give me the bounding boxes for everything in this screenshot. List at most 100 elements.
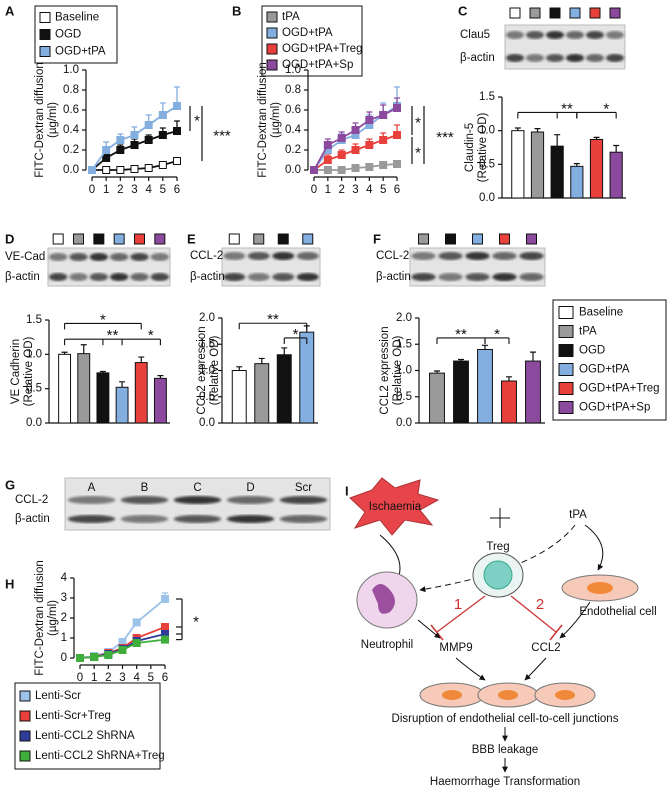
blot-band [296, 273, 319, 281]
pathway-number: 2 [536, 596, 544, 613]
y-axis-label: FITC-Dextran diffusion [257, 62, 269, 177]
diagram: I Ischaemia tPA Treg Neutrophil Endothel… [345, 477, 657, 788]
panel-letter: I [345, 483, 349, 498]
legend-label: OGD+tPA+Sp [282, 59, 353, 71]
error-bar [236, 366, 243, 371]
y-tick-label: 0.8 [63, 84, 79, 96]
blot-band [519, 273, 544, 281]
x-tick-label: 3 [119, 672, 125, 684]
legend-label: OGD [579, 345, 605, 357]
marker [173, 102, 181, 110]
bar [477, 349, 493, 424]
significance-label: * [293, 326, 299, 343]
blot-band [606, 31, 624, 39]
blot-band [465, 252, 490, 260]
y-tick-label: 1.0 [199, 365, 215, 377]
lane-swatch [472, 233, 483, 245]
blot-row-label: CCL-2 [190, 250, 223, 262]
marker [337, 151, 346, 159]
legend-swatch [558, 382, 574, 395]
bar [115, 386, 129, 424]
marker [323, 156, 332, 164]
blot-band [546, 54, 564, 62]
x-tick-label: 1 [103, 184, 109, 196]
y-axis-label: CCL2 expression [379, 326, 391, 414]
blot-band [173, 496, 222, 504]
legend-swatch [558, 363, 574, 376]
y-tick-label: 0.0 [63, 164, 79, 176]
endothelial-nucleus [555, 690, 575, 700]
panel-letter: D [5, 231, 14, 246]
arrow [455, 657, 486, 681]
y-tick-label: 0.6 [63, 104, 79, 116]
significance-label: * [494, 326, 500, 343]
y-tick-label: 2.0 [396, 312, 412, 324]
blot-band [411, 252, 436, 260]
blot-band [519, 252, 544, 260]
blot-band [438, 273, 463, 281]
bar [501, 380, 517, 424]
y-tick-label: 0.5 [26, 383, 42, 395]
lane-swatch [509, 7, 521, 19]
y-axis-label: (Relative OD) [209, 336, 221, 406]
legend-label: OGD+tPA+Treg [282, 43, 363, 55]
marker [118, 646, 127, 654]
bar [525, 360, 541, 424]
blot-band [67, 496, 116, 504]
lane-swatch [549, 7, 561, 19]
blot-band [566, 31, 584, 39]
bar [550, 145, 564, 199]
marker [351, 146, 360, 154]
blot-image [47, 247, 171, 287]
x-tick-label: 2 [105, 672, 111, 684]
blot-row-label: VE-Cad [5, 251, 45, 263]
blot-band [110, 253, 129, 261]
blot-band [49, 273, 68, 281]
significance-bracket [517, 111, 578, 119]
legend-label: Baseline [55, 12, 99, 24]
y-tick-label: 1.0 [63, 64, 79, 76]
legend-swatch [558, 344, 574, 357]
significance-label: *** [436, 129, 454, 146]
marker [130, 165, 139, 173]
error-bar [554, 134, 561, 147]
blot-row-label: CCL-2 [376, 250, 409, 262]
marker [351, 126, 360, 134]
legend-label: Lenti-CCL2 ShRNA [35, 730, 135, 742]
blot-band [586, 54, 604, 62]
lane-swatch [113, 233, 125, 245]
x-tick-label: 4 [366, 184, 373, 196]
blot-band [69, 273, 88, 281]
x-tick-label: 4 [133, 672, 140, 684]
error-bar [119, 381, 126, 388]
blot-row-label: β-actin [5, 271, 40, 283]
node-label: Ischaemia [369, 501, 422, 513]
node-label: MMP9 [439, 642, 472, 654]
legend-label: tPA [579, 326, 597, 338]
bar [299, 331, 315, 424]
significance-label: * [148, 327, 154, 344]
y-axis-label: (µg/ml) [47, 102, 59, 138]
arrow [419, 524, 576, 593]
bar [254, 363, 270, 424]
lane-swatch [609, 7, 621, 19]
lane-swatch [93, 233, 105, 245]
x-tick-label: 1 [325, 184, 331, 196]
legend-swatch [266, 27, 278, 39]
marker [351, 164, 360, 172]
blot-band [173, 515, 222, 523]
lane-label: A [88, 482, 96, 494]
blot-band [69, 253, 88, 261]
significance-label: ** [267, 311, 279, 328]
marker [102, 154, 111, 162]
error-bar [482, 344, 488, 350]
y-tick-label: 0.4 [285, 124, 302, 136]
inhibition-bar [549, 624, 563, 641]
marker [130, 141, 139, 149]
lane-swatch [302, 233, 314, 245]
blot-band [272, 273, 295, 281]
pathway-number: 1 [454, 596, 462, 613]
y-tick-label: 0.2 [63, 144, 79, 156]
y-tick-label: 3 [61, 592, 67, 604]
